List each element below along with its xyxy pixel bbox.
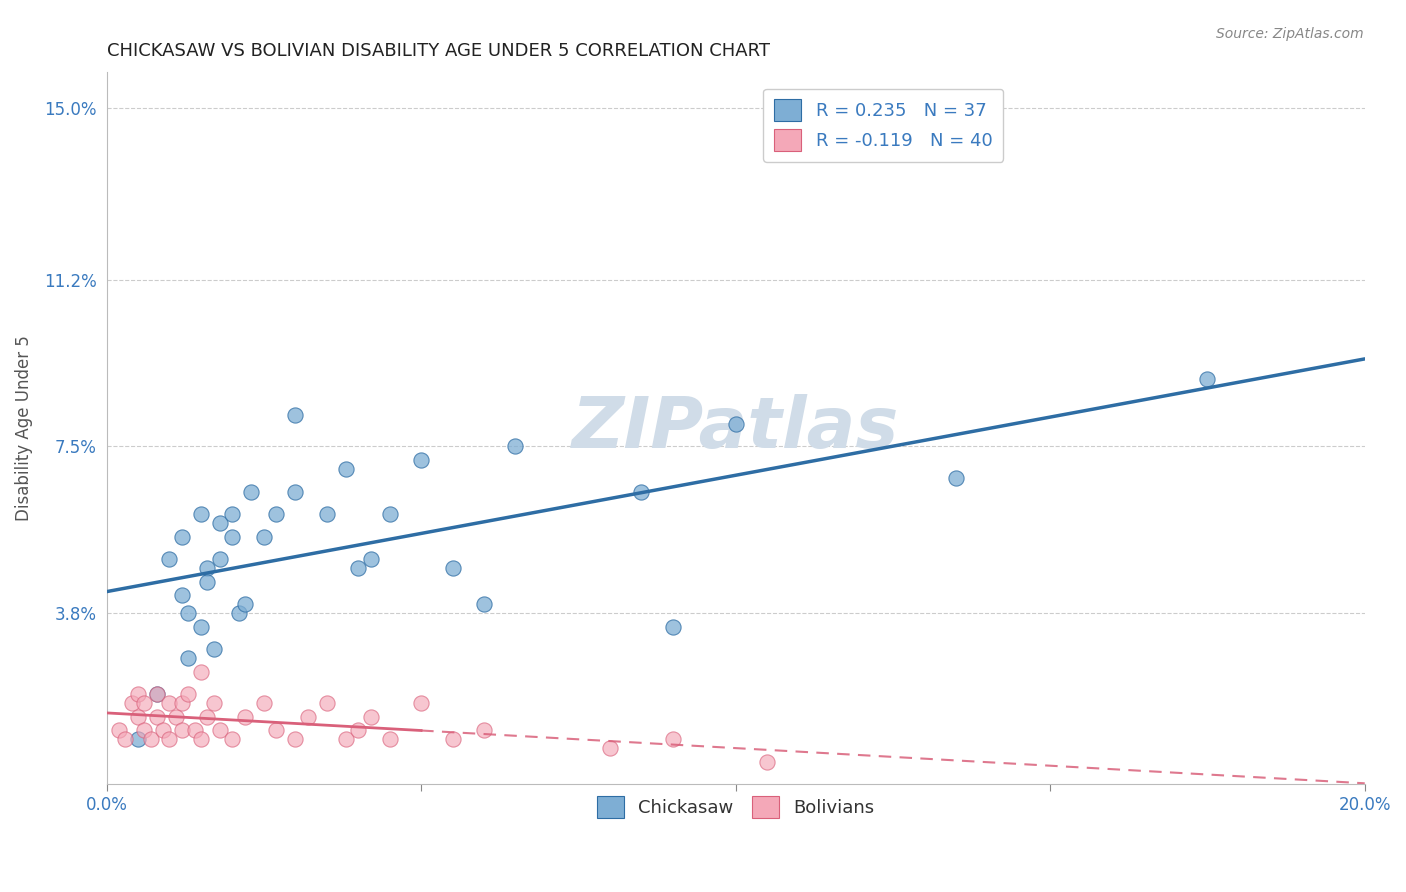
Point — [599, 741, 621, 756]
Point — [724, 417, 747, 431]
Point — [183, 723, 205, 738]
Point — [165, 710, 187, 724]
Point — [360, 552, 382, 566]
Point — [297, 710, 319, 724]
Point — [472, 597, 495, 611]
Point — [221, 507, 243, 521]
Point — [221, 732, 243, 747]
Point — [146, 687, 169, 701]
Point — [315, 696, 337, 710]
Point — [441, 732, 464, 747]
Point — [505, 440, 527, 454]
Point — [284, 408, 307, 422]
Point — [152, 723, 174, 738]
Point — [159, 696, 181, 710]
Point — [284, 732, 307, 747]
Y-axis label: Disability Age Under 5: Disability Age Under 5 — [15, 335, 32, 521]
Point — [411, 696, 433, 710]
Point — [190, 620, 212, 634]
Point — [208, 552, 231, 566]
Point — [411, 453, 433, 467]
Point — [146, 710, 169, 724]
Point — [335, 462, 357, 476]
Point — [253, 696, 276, 710]
Legend: Chickasaw, Bolivians: Chickasaw, Bolivians — [589, 789, 882, 825]
Point — [127, 710, 149, 724]
Point — [221, 530, 243, 544]
Point — [208, 516, 231, 530]
Text: Source: ZipAtlas.com: Source: ZipAtlas.com — [1216, 27, 1364, 41]
Point — [177, 651, 200, 665]
Text: CHICKASAW VS BOLIVIAN DISABILITY AGE UNDER 5 CORRELATION CHART: CHICKASAW VS BOLIVIAN DISABILITY AGE UND… — [107, 42, 769, 60]
Point — [170, 696, 193, 710]
Point — [195, 574, 218, 589]
Point — [134, 723, 156, 738]
Point — [630, 484, 652, 499]
Point — [121, 696, 143, 710]
Point — [756, 755, 779, 769]
Point — [208, 723, 231, 738]
Point — [945, 471, 967, 485]
Point — [347, 723, 370, 738]
Point — [347, 561, 370, 575]
Point — [202, 696, 225, 710]
Point — [228, 606, 250, 620]
Point — [195, 561, 218, 575]
Point — [127, 732, 149, 747]
Point — [315, 507, 337, 521]
Point — [108, 723, 131, 738]
Point — [170, 588, 193, 602]
Point — [441, 561, 464, 575]
Point — [266, 723, 288, 738]
Point — [233, 597, 256, 611]
Point — [190, 732, 212, 747]
Point — [335, 732, 357, 747]
Point — [233, 710, 256, 724]
Point — [146, 687, 169, 701]
Point — [195, 710, 218, 724]
Point — [1197, 372, 1219, 386]
Point — [240, 484, 263, 499]
Point — [360, 710, 382, 724]
Point — [266, 507, 288, 521]
Point — [139, 732, 162, 747]
Point — [114, 732, 136, 747]
Point — [177, 606, 200, 620]
Point — [378, 732, 401, 747]
Point — [284, 484, 307, 499]
Point — [134, 696, 156, 710]
Point — [177, 687, 200, 701]
Point — [170, 530, 193, 544]
Point — [378, 507, 401, 521]
Point — [253, 530, 276, 544]
Point — [190, 507, 212, 521]
Point — [661, 620, 683, 634]
Point — [472, 723, 495, 738]
Point — [127, 687, 149, 701]
Point — [202, 642, 225, 657]
Point — [159, 552, 181, 566]
Point — [159, 732, 181, 747]
Point — [661, 732, 683, 747]
Point — [190, 665, 212, 679]
Point — [170, 723, 193, 738]
Text: ZIPatlas: ZIPatlas — [572, 394, 900, 463]
